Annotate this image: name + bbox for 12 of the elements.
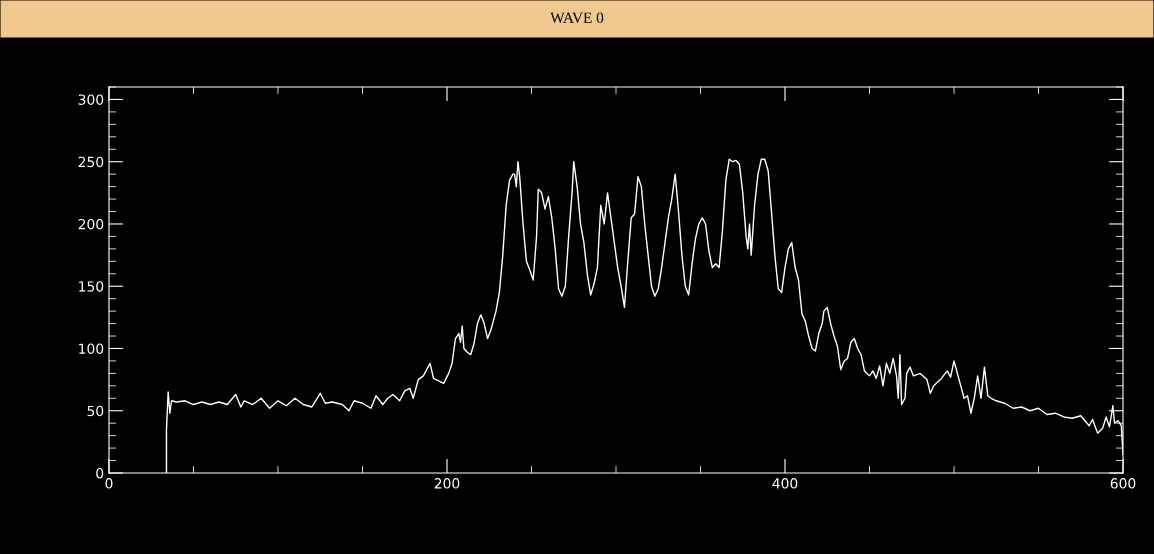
y-tick-label: 200	[78, 218, 104, 230]
y-tick-label: 300	[78, 94, 104, 105]
x-tick-label: 600	[1110, 478, 1136, 489]
x-tick-label: 200	[434, 478, 460, 489]
y-tick-label: 100	[79, 343, 104, 354]
y-tick-label: 250	[78, 156, 104, 168]
chart-title: WAVE 0	[550, 12, 604, 23]
x-tick-label: 0	[105, 478, 113, 489]
y-tick-label: 150	[79, 281, 104, 292]
y-tick-label: 0	[96, 467, 104, 479]
x-tick-label: 400	[772, 478, 798, 489]
y-tick-label: 50	[87, 405, 104, 417]
